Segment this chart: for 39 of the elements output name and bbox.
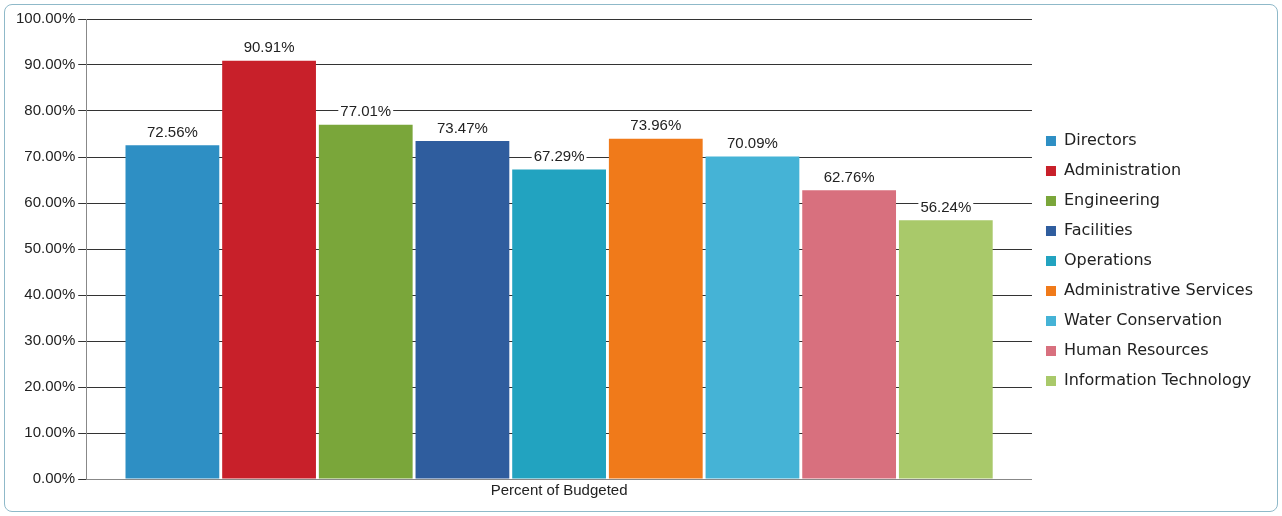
bar [222, 60, 316, 479]
y-tick-label: 80.00% [24, 101, 76, 119]
bar [318, 124, 413, 479]
legend-label: Information Technology [1063, 370, 1252, 390]
data-label: 62.76% [823, 167, 875, 185]
legend-label: Operations [1063, 250, 1152, 270]
bar [415, 141, 510, 479]
legend-label: Directors [1063, 130, 1137, 150]
y-tick-label: 30.00% [24, 331, 76, 349]
y-tick-label: 60.00% [24, 193, 76, 211]
data-label: 70.09% [727, 134, 778, 152]
legend-label: Water Conservation [1063, 310, 1223, 330]
legend-label: Administrative Services [1063, 280, 1253, 300]
y-tick-label: 70.00% [24, 147, 76, 165]
y-tick-label: 100.00% [16, 9, 76, 27]
legend-label: Facilities [1063, 220, 1133, 240]
bar [898, 220, 993, 479]
y-tick-label: 20.00% [24, 377, 76, 395]
y-tick-label: 0.00% [32, 469, 76, 487]
data-label: 73.96% [630, 116, 682, 134]
data-label: 67.29% [533, 147, 585, 165]
data-label: 72.56% [146, 122, 198, 140]
data-label: 77.01% [340, 102, 392, 120]
y-tick-label: 90.00% [24, 55, 76, 73]
data-label: 56.24% [920, 197, 972, 215]
y-tick-label: 40.00% [24, 285, 76, 303]
data-label: 90.91% [243, 38, 295, 56]
bar [802, 190, 897, 479]
y-tick-label: 50.00% [24, 239, 76, 257]
bar [125, 145, 220, 479]
y-tick-label: 10.00% [24, 423, 76, 441]
legend-label: Engineering [1063, 190, 1160, 210]
x-tick-label: Percent of Budgeted [490, 481, 628, 499]
legend-label: Human Resources [1063, 340, 1209, 360]
bar [705, 156, 800, 479]
data-label: 73.47% [436, 118, 488, 136]
bar [512, 169, 606, 479]
bar [608, 138, 703, 479]
legend-label: Administration [1063, 160, 1182, 180]
